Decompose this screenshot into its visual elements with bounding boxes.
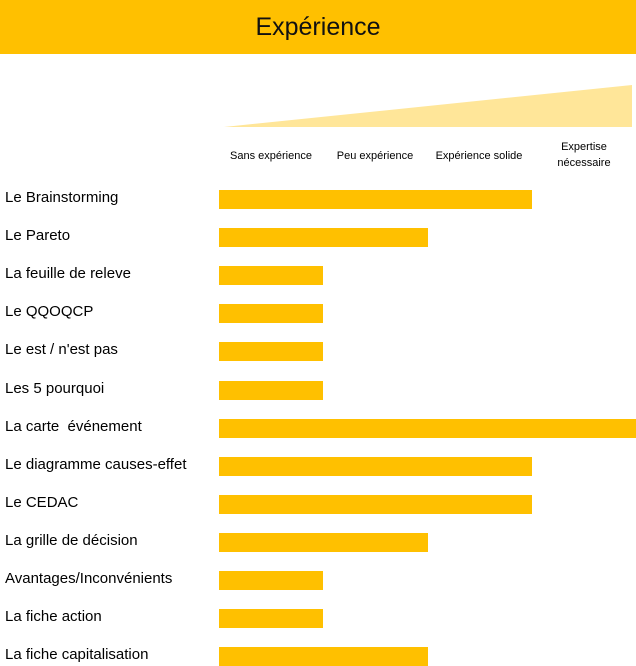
level-label: Sans expérience xyxy=(230,150,312,162)
experience-bar xyxy=(219,266,324,286)
tool-label: Le CEDAC xyxy=(5,493,79,511)
experience-bar xyxy=(219,228,428,248)
experience-scale-wedge xyxy=(224,85,632,127)
tool-label: Les 5 pourquoi xyxy=(5,379,105,397)
experience-scale-wedge-shape xyxy=(224,85,632,127)
experience-bar xyxy=(219,342,324,362)
tool-label: Avantages/Inconvénients xyxy=(5,570,173,587)
tool-label: La grille de décision xyxy=(5,531,138,549)
tool-label: Le Pareto xyxy=(5,227,71,245)
experience-bar xyxy=(219,647,428,666)
chart-title-bar: Expérience xyxy=(0,0,636,54)
experience-bar xyxy=(219,190,532,209)
experience-bar xyxy=(219,456,532,476)
tool-label: Le est / n'est pas xyxy=(5,341,118,359)
tool-label: Le diagramme causes-effet xyxy=(5,455,187,473)
experience-bar xyxy=(219,494,532,514)
level-label: Expertise nécessaire xyxy=(557,141,611,169)
experience-bar xyxy=(219,304,324,324)
level-label: Expérience solide xyxy=(435,150,523,162)
experience-bar xyxy=(219,532,428,552)
level-label: Peu expérience xyxy=(336,150,414,162)
experience-bar xyxy=(219,571,324,590)
experience-bar xyxy=(219,609,324,629)
tool-label: La carte événement xyxy=(5,417,142,435)
experience-bar xyxy=(219,418,636,438)
experience-bar xyxy=(219,380,324,400)
tool-label: La fiche action xyxy=(5,608,102,626)
chart-title: Expérience xyxy=(255,12,381,41)
tool-label: La fiche capitalisation xyxy=(5,646,149,664)
tool-label: La feuille de releve xyxy=(5,265,131,283)
tool-label: Le QQOQCP xyxy=(5,303,94,321)
tool-label: Le Brainstorming xyxy=(5,189,119,206)
